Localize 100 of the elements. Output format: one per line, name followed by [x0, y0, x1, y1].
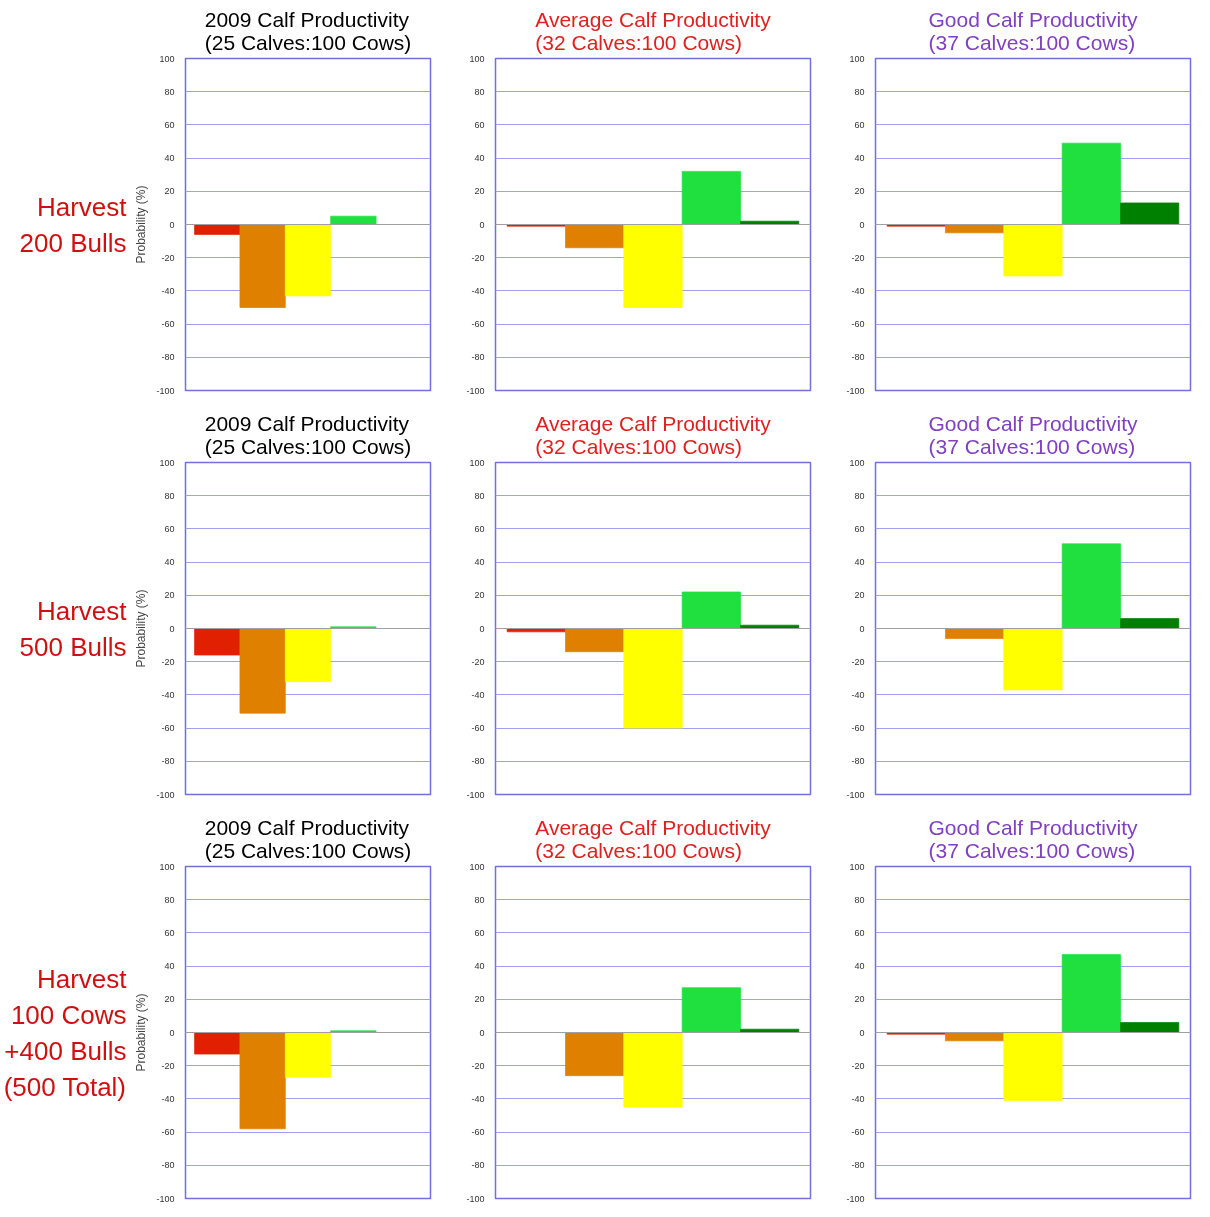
y-tick-label: 60: [164, 927, 175, 938]
y-tick-label: -20: [471, 656, 485, 667]
y-tick-label: -20: [471, 1060, 485, 1071]
y-tick-label: 80: [164, 86, 175, 97]
y-tick-label: -20: [161, 656, 175, 667]
y-tick-label: -80: [851, 352, 865, 363]
bar: [565, 1032, 625, 1077]
y-tick-label: -40: [851, 285, 865, 296]
bar: [623, 224, 683, 308]
y-tick-label: -20: [471, 252, 485, 263]
y-tick-label: 20: [854, 994, 865, 1005]
y-tick-label: 80: [164, 490, 175, 501]
y-tick-label: -100: [466, 385, 485, 396]
y-tick-label: -100: [156, 1193, 175, 1204]
y-tick-label: -80: [471, 352, 485, 363]
text: Harvest 500 Bulls: [19, 595, 128, 662]
y-tick-label: -60: [161, 723, 175, 734]
y-tick-label: -100: [466, 1193, 485, 1204]
y-tick-label: -80: [471, 756, 485, 767]
y-axis-title: Probability (%): [134, 589, 149, 668]
y-tick-label: -60: [851, 1127, 865, 1138]
y-tick-label: 100: [469, 861, 485, 872]
y-tick-label: -40: [471, 285, 485, 296]
y-axis-title: Probability (%): [134, 185, 149, 264]
y-tick-label: 100: [849, 861, 865, 872]
y-tick-label: 80: [854, 894, 865, 905]
y-tick-label: -60: [471, 723, 485, 734]
y-tick-label: 100: [469, 457, 485, 468]
y-tick-label: 80: [854, 490, 865, 501]
y-tick-label: -100: [846, 789, 865, 800]
y-tick-label: -60: [161, 319, 175, 330]
y-tick-label: -20: [851, 656, 865, 667]
chart-title: Average Calf Productivity (32 Calves:100 Cows): [535, 411, 772, 458]
bar: [1003, 224, 1063, 277]
y-tick-label: -80: [161, 1160, 175, 1171]
bar: [1061, 954, 1121, 1033]
y-tick-label: 40: [474, 153, 485, 164]
y-tick-label: -40: [161, 689, 175, 700]
y-tick-label: 20: [164, 994, 175, 1005]
y-tick-label: -100: [846, 385, 865, 396]
chart-title: Good Calf Productivity (37 Calves:100 Cows): [928, 7, 1138, 54]
y-tick-label: 40: [164, 153, 175, 164]
bar: [681, 987, 741, 1033]
y-tick-label: -100: [846, 1193, 865, 1204]
y-tick-label: 60: [164, 523, 175, 534]
y-tick-label: -80: [471, 1160, 485, 1171]
y-tick-label: 0: [479, 1027, 485, 1038]
text: Harvest 200 Bulls: [19, 191, 128, 258]
bar: [565, 224, 625, 249]
y-tick-label: -60: [851, 723, 865, 734]
y-tick-label: 0: [169, 1027, 175, 1038]
bar: [1061, 142, 1121, 225]
chart-title: Good Calf Productivity (37 Calves:100 Cows): [928, 411, 1138, 458]
y-tick-label: -60: [471, 319, 485, 330]
y-tick-label: 0: [859, 623, 865, 634]
y-tick-label: 0: [169, 219, 175, 230]
y-tick-label: 0: [859, 1027, 865, 1038]
y-tick-label: 60: [854, 119, 865, 130]
y-tick-label: -40: [161, 285, 175, 296]
bar: [1061, 543, 1121, 629]
y-tick-label: 40: [474, 557, 485, 568]
y-tick-label: 60: [854, 927, 865, 938]
y-tick-label: 80: [474, 490, 485, 501]
y-tick-label: -20: [851, 252, 865, 263]
y-tick-label: -80: [161, 352, 175, 363]
y-tick-label: -80: [851, 756, 865, 767]
y-tick-label: 100: [469, 53, 485, 64]
y-tick-label: -80: [851, 1160, 865, 1171]
y-tick-label: -60: [851, 319, 865, 330]
y-tick-label: 0: [169, 623, 175, 634]
y-tick-label: 80: [474, 86, 485, 97]
y-tick-label: 20: [474, 186, 485, 197]
y-tick-label: 0: [859, 219, 865, 230]
y-tick-label: 40: [854, 557, 865, 568]
chart-title: 2009 Calf Productivity (25 Calves:100 Cows): [204, 411, 412, 458]
y-tick-label: 20: [854, 590, 865, 601]
y-tick-label: 20: [474, 590, 485, 601]
y-tick-label: 20: [474, 994, 485, 1005]
y-tick-label: 100: [159, 457, 175, 468]
bar: [623, 628, 683, 729]
y-tick-label: -40: [851, 1093, 865, 1104]
y-tick-label: -60: [471, 1127, 485, 1138]
y-tick-label: 60: [164, 119, 175, 130]
bar: [1120, 202, 1180, 225]
y-tick-label: -80: [161, 756, 175, 767]
y-tick-label: 100: [159, 53, 175, 64]
bar: [945, 628, 1005, 639]
y-tick-label: -40: [851, 689, 865, 700]
y-tick-label: 40: [854, 961, 865, 972]
y-tick-label: 100: [849, 53, 865, 64]
y-tick-label: -60: [161, 1127, 175, 1138]
y-tick-label: 80: [474, 894, 485, 905]
y-tick-label: -20: [161, 252, 175, 263]
y-tick-label: 40: [474, 961, 485, 972]
bar: [681, 591, 741, 629]
chart-title: Good Calf Productivity (37 Calves:100 Cows): [928, 815, 1138, 862]
y-tick-label: 80: [164, 894, 175, 905]
bar: [565, 628, 625, 653]
bar: [1003, 1032, 1063, 1101]
y-axis-title: Probability (%): [134, 993, 149, 1072]
